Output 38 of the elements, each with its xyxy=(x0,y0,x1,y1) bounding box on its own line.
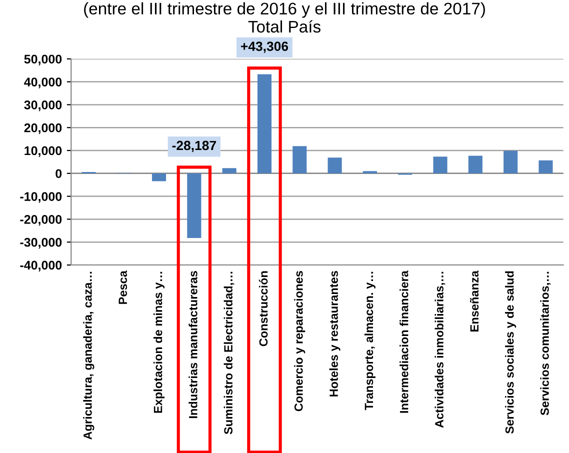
data-label: -28,187 xyxy=(172,140,216,152)
x-tick-label: Intermediacion financiera xyxy=(400,270,408,413)
x-tick-label: Enseñanza xyxy=(470,270,479,332)
bar xyxy=(504,150,518,174)
x-tick-label: Pesca xyxy=(118,270,128,304)
x-tick-label: Servicios sociales y de salud xyxy=(505,271,516,434)
chart-title: (entre el III trimestre de 2016 y el III trimestre de 2017) xyxy=(84,2,485,18)
y-tick-label: 20,000 xyxy=(24,123,62,134)
y-tick-label: -10,000 xyxy=(20,192,62,203)
x-tick-label: Construcción xyxy=(258,271,268,346)
chart-subtitle: Total País xyxy=(248,20,320,33)
bar xyxy=(257,74,272,174)
x-tick-label: Suministro de Electricidad,… xyxy=(224,272,234,434)
y-tick-label: 30,000 xyxy=(24,100,62,112)
x-tick-label: Agricultura, ganaderia, caza… xyxy=(83,272,94,440)
bar xyxy=(187,173,202,238)
y-tick-label: 10,000 xyxy=(24,146,62,157)
y-tick-label: 50,000 xyxy=(24,54,62,66)
x-tick-label: Industrias manufactureras xyxy=(188,271,198,418)
bar xyxy=(152,173,166,182)
x-tick-label: Servicios comunitarios,… xyxy=(540,272,551,416)
x-tick-label: Actividades inmobiliarias,… xyxy=(434,272,446,428)
y-tick-label: -40,000 xyxy=(20,260,62,272)
bar xyxy=(433,156,448,174)
bar xyxy=(328,158,342,174)
bar xyxy=(222,168,236,174)
bar xyxy=(468,156,482,174)
y-tick-label: 40,000 xyxy=(24,78,62,88)
bar xyxy=(292,146,307,174)
y-tick-label: -30,000 xyxy=(20,238,62,249)
data-label: +43,306 xyxy=(241,42,288,53)
y-tick-label: -20,000 xyxy=(20,215,62,226)
bar xyxy=(538,160,553,174)
x-tick-label: Comercio y reparaciones xyxy=(294,271,306,412)
x-tick-label: Transporte, almacen. y… xyxy=(364,272,376,410)
y-tick-label: 0 xyxy=(56,169,62,178)
x-tick-label: Hoteles y restaurantes xyxy=(329,271,340,396)
x-tick-label: Explotacion de minas y… xyxy=(154,272,165,413)
